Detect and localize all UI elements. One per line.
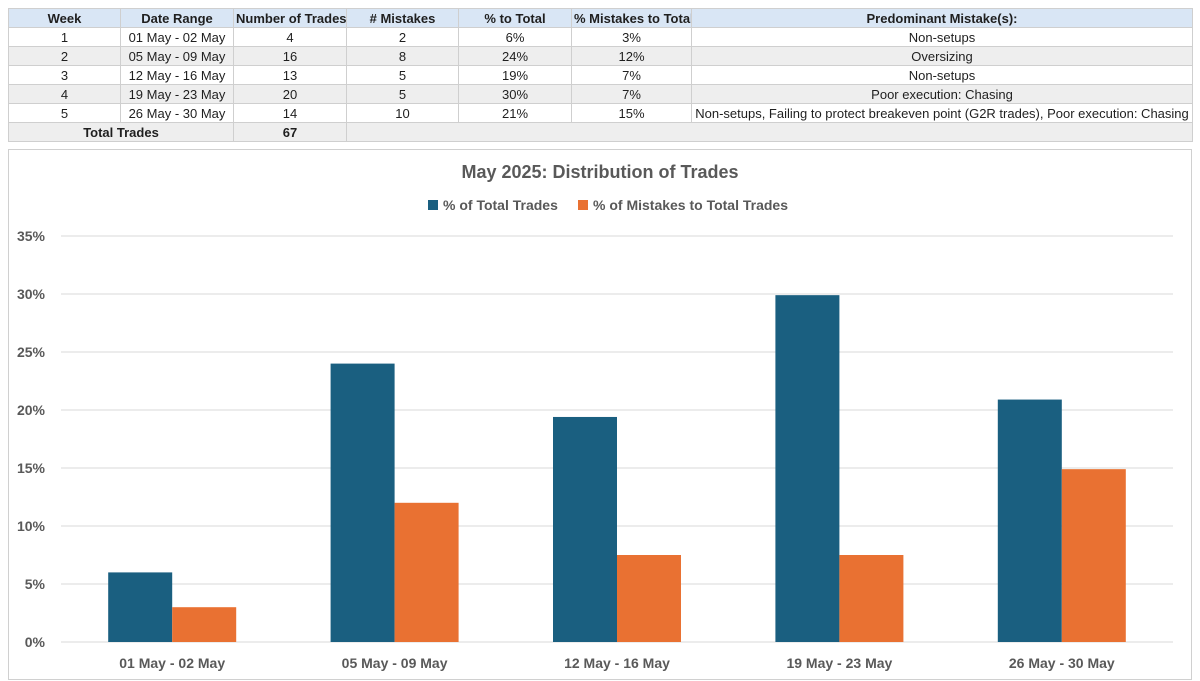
- legend-swatch-mistakes: [578, 200, 588, 210]
- cell-date-range: 26 May - 30 May: [120, 103, 234, 123]
- total-value: 67: [233, 122, 347, 142]
- cell-date-range: 19 May - 23 May: [120, 84, 234, 104]
- cell-percent-total: 24%: [458, 46, 572, 66]
- bar-total-trades: [330, 363, 395, 642]
- cell-mistakes: 8: [346, 46, 459, 66]
- bar-chart: May 2025: Distribution of Trades % of To…: [17, 162, 1173, 671]
- y-tick-label: 0%: [25, 634, 46, 650]
- cell-week: 5: [8, 103, 121, 123]
- cell-mistakes: 5: [346, 84, 459, 104]
- cell-week: 3: [8, 65, 121, 85]
- cell-percent-total: 6%: [458, 27, 572, 47]
- table-row: 1 01 May - 02 May 4 2 6% 3% Non-setups: [8, 27, 1193, 47]
- cell-week: 1: [8, 27, 121, 47]
- cell-mistakes: 2: [346, 27, 459, 47]
- bars: [108, 295, 1126, 642]
- header-percent-mistakes: % Mistakes to Total: [571, 8, 692, 28]
- cell-trades: 13: [233, 65, 347, 85]
- table-row: 5 26 May - 30 May 14 10 21% 15% Non-setu…: [8, 103, 1193, 123]
- legend-swatch-total: [428, 200, 438, 210]
- chart-container: May 2025: Distribution of Trades % of To…: [8, 149, 1192, 680]
- x-category-label: 05 May - 09 May: [342, 655, 448, 671]
- legend-label-total: % of Total Trades: [443, 197, 558, 213]
- total-row-filler: [346, 122, 1193, 142]
- cell-percent-mistakes: 3%: [571, 27, 692, 47]
- legend-label-mistakes: % of Mistakes to Total Trades: [593, 197, 788, 213]
- bar-mistakes: [1061, 469, 1126, 642]
- cell-trades: 4: [233, 27, 347, 47]
- total-row: Total Trades 67: [8, 122, 1193, 142]
- y-tick-label: 35%: [17, 228, 46, 244]
- table-row: 2 05 May - 09 May 16 8 24% 12% Oversizin…: [8, 46, 1193, 66]
- header-mistakes: # Mistakes: [346, 8, 459, 28]
- x-category-label: 26 May - 30 May: [1009, 655, 1115, 671]
- cell-date-range: 05 May - 09 May: [120, 46, 234, 66]
- bar-total-trades: [775, 295, 840, 642]
- header-percent-to-total: % to Total: [458, 8, 572, 28]
- x-category-label: 01 May - 02 May: [119, 655, 225, 671]
- y-tick-label: 15%: [17, 460, 46, 476]
- cell-percent-mistakes: 12%: [571, 46, 692, 66]
- cell-percent-mistakes: 7%: [571, 65, 692, 85]
- cell-date-range: 01 May - 02 May: [120, 27, 234, 47]
- header-week: Week: [8, 8, 121, 28]
- bar-mistakes: [172, 607, 237, 642]
- cell-percent-mistakes: 15%: [571, 103, 692, 123]
- chart-title: May 2025: Distribution of Trades: [461, 162, 738, 182]
- table-row: 3 12 May - 16 May 13 5 19% 7% Non-setups: [8, 65, 1193, 85]
- table-header-row: Week Date Range Number of Trades # Mista…: [8, 8, 1193, 28]
- cell-trades: 16: [233, 46, 347, 66]
- y-tick-label: 5%: [25, 576, 46, 592]
- bar-total-trades: [997, 399, 1062, 642]
- cell-percent-total: 21%: [458, 103, 572, 123]
- bar-total-trades: [108, 572, 173, 642]
- y-tick-label: 20%: [17, 402, 46, 418]
- x-axis-labels: 01 May - 02 May 05 May - 09 May 12 May - 1…: [119, 655, 1115, 671]
- cell-date-range: 12 May - 16 May: [120, 65, 234, 85]
- x-category-label: 12 May - 16 May: [564, 655, 670, 671]
- y-tick-label: 10%: [17, 518, 46, 534]
- cell-week: 2: [8, 46, 121, 66]
- trades-table: Week Date Range Number of Trades # Mista…: [8, 8, 1193, 142]
- cell-percent-mistakes: 7%: [571, 84, 692, 104]
- cell-predominant-mistake: Poor execution: Chasing: [691, 84, 1193, 104]
- cell-trades: 14: [233, 103, 347, 123]
- cell-week: 4: [8, 84, 121, 104]
- table-row: 4 19 May - 23 May 20 5 30% 7% Poor execu…: [8, 84, 1193, 104]
- y-axis-ticks: 0% 5% 10% 15% 20% 25% 30% 35%: [17, 228, 46, 650]
- cell-trades: 20: [233, 84, 347, 104]
- chart-legend: % of Total Trades % of Mistakes to Total…: [428, 197, 788, 213]
- total-label: Total Trades: [8, 122, 234, 142]
- cell-percent-total: 30%: [458, 84, 572, 104]
- cell-mistakes: 5: [346, 65, 459, 85]
- x-category-label: 19 May - 23 May: [786, 655, 892, 671]
- header-date-range: Date Range: [120, 8, 234, 28]
- cell-mistakes: 10: [346, 103, 459, 123]
- header-number-of-trades: Number of Trades: [233, 8, 347, 28]
- bar-mistakes: [617, 555, 681, 642]
- cell-predominant-mistake: Oversizing: [691, 46, 1193, 66]
- cell-predominant-mistake: Non-setups: [691, 65, 1193, 85]
- cell-predominant-mistake: Non-setups: [691, 27, 1193, 47]
- y-tick-label: 25%: [17, 344, 46, 360]
- y-tick-label: 30%: [17, 286, 46, 302]
- bar-mistakes: [839, 555, 904, 642]
- bar-total-trades: [553, 416, 617, 642]
- bar-mistakes: [394, 502, 459, 642]
- header-predominant-mistakes: Predominant Mistake(s):: [691, 8, 1193, 28]
- cell-predominant-mistake: Non-setups, Failing to protect breakeven…: [691, 103, 1193, 123]
- cell-percent-total: 19%: [458, 65, 572, 85]
